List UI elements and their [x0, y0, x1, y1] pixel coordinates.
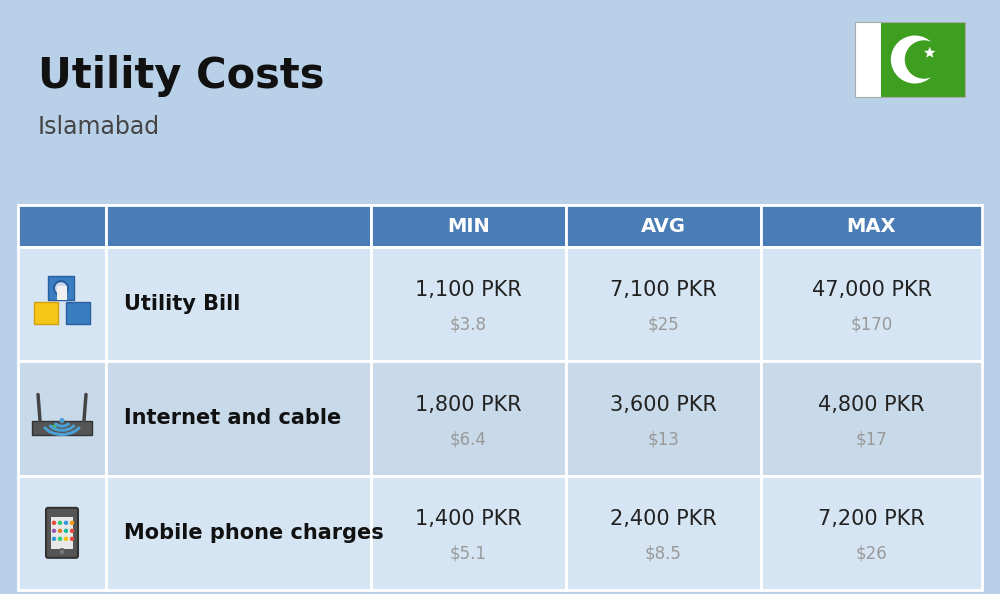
Text: $13: $13	[648, 430, 679, 448]
Bar	[32, 421, 92, 434]
Text: $26: $26	[856, 545, 887, 563]
Text: 1,400 PKR: 1,400 PKR	[415, 509, 522, 529]
Circle shape	[64, 536, 68, 541]
Text: $170: $170	[850, 316, 893, 334]
Bar	[371, 361, 566, 476]
Text: $3.8: $3.8	[450, 316, 487, 334]
Text: MAX: MAX	[847, 216, 896, 235]
Bar	[855, 22, 965, 97]
Circle shape	[52, 529, 56, 533]
Circle shape	[58, 536, 62, 541]
Circle shape	[64, 529, 68, 533]
Bar	[761, 476, 982, 590]
Text: $6.4: $6.4	[450, 430, 487, 448]
Text: AVG: AVG	[641, 216, 686, 235]
Text: MIN: MIN	[447, 216, 490, 235]
Bar	[51, 517, 73, 549]
Circle shape	[60, 418, 64, 423]
Bar	[371, 247, 566, 361]
Circle shape	[58, 520, 62, 525]
Bar	[761, 205, 982, 247]
Circle shape	[64, 520, 68, 525]
Bar	[66, 302, 90, 324]
Text: 3,600 PKR: 3,600 PKR	[610, 395, 717, 415]
Text: 7,100 PKR: 7,100 PKR	[610, 280, 717, 301]
Circle shape	[891, 36, 939, 84]
Text: Utility Costs: Utility Costs	[38, 55, 324, 97]
Circle shape	[70, 529, 74, 533]
Circle shape	[52, 425, 56, 430]
Bar	[371, 205, 566, 247]
Bar	[761, 361, 982, 476]
Circle shape	[52, 536, 56, 541]
Circle shape	[58, 529, 62, 533]
Text: Mobile phone charges: Mobile phone charges	[124, 523, 384, 543]
Polygon shape	[924, 47, 935, 58]
Text: Internet and cable: Internet and cable	[124, 409, 341, 428]
Circle shape	[59, 549, 65, 555]
Circle shape	[70, 536, 74, 541]
Bar	[106, 247, 371, 361]
Bar	[566, 247, 761, 361]
Bar	[106, 476, 371, 590]
Bar	[761, 247, 982, 361]
Text: 2,400 PKR: 2,400 PKR	[610, 509, 717, 529]
Bar	[566, 205, 761, 247]
Bar	[566, 476, 761, 590]
Bar	[18, 361, 106, 476]
Bar	[855, 22, 881, 97]
Circle shape	[70, 520, 74, 525]
Bar	[371, 476, 566, 590]
Text: $8.5: $8.5	[645, 545, 682, 563]
Bar	[106, 205, 371, 247]
Bar	[18, 205, 106, 247]
Bar	[34, 302, 58, 324]
Text: $5.1: $5.1	[450, 545, 487, 563]
Circle shape	[54, 281, 68, 295]
Circle shape	[905, 40, 943, 78]
Bar	[48, 276, 74, 300]
Text: $17: $17	[856, 430, 887, 448]
Bar	[18, 476, 106, 590]
Text: 1,100 PKR: 1,100 PKR	[415, 280, 522, 301]
Bar	[566, 361, 761, 476]
Bar	[106, 361, 371, 476]
Bar	[57, 286, 67, 300]
Circle shape	[52, 520, 56, 525]
Bar	[881, 22, 965, 97]
Bar	[18, 247, 106, 361]
Text: 4,800 PKR: 4,800 PKR	[818, 395, 925, 415]
Text: Utility Bill: Utility Bill	[124, 294, 240, 314]
FancyBboxPatch shape	[46, 508, 78, 558]
Text: $25: $25	[648, 316, 679, 334]
Text: 7,200 PKR: 7,200 PKR	[818, 509, 925, 529]
Text: 47,000 PKR: 47,000 PKR	[812, 280, 932, 301]
Text: Islamabad: Islamabad	[38, 115, 160, 139]
Text: 1,800 PKR: 1,800 PKR	[415, 395, 522, 415]
